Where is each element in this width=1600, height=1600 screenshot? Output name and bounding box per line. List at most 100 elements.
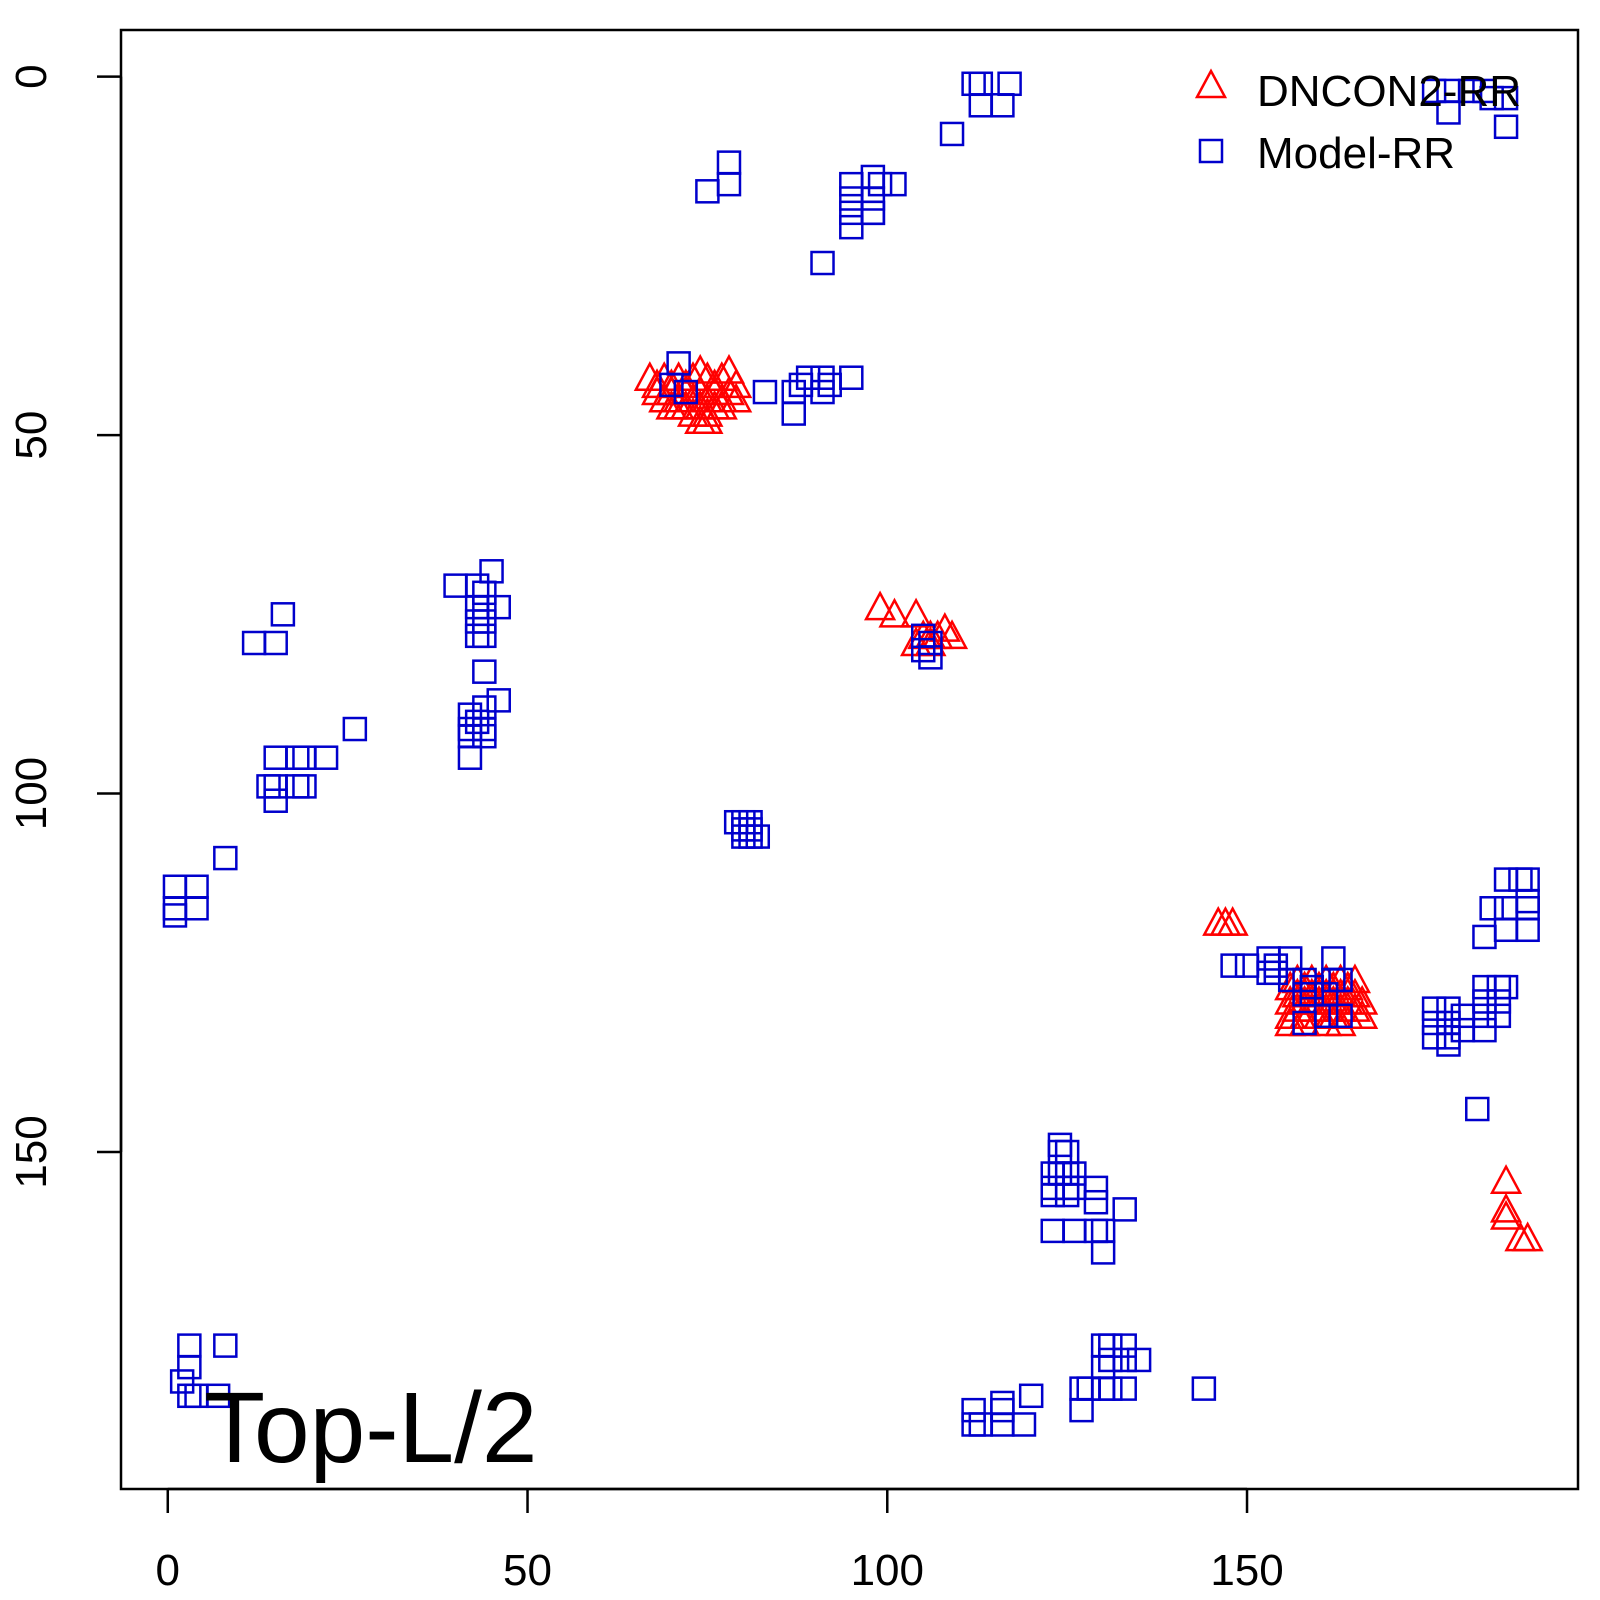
point-model-rr — [1493, 114, 1519, 140]
point-model-rr — [968, 71, 994, 97]
point-model-rr — [839, 214, 864, 240]
y-tick-label: 150 — [7, 1115, 56, 1188]
point-dncon2-rr — [1346, 999, 1379, 1030]
point-model-rr — [1328, 967, 1353, 993]
point-model-rr — [781, 401, 806, 426]
point-model-rr — [1421, 78, 1447, 104]
point-model-rr — [1090, 1354, 1116, 1380]
point-model-rr — [1486, 989, 1512, 1014]
point-model-rr — [1018, 1383, 1044, 1409]
point-model-rr — [788, 372, 814, 398]
point-model-rr — [1465, 1096, 1490, 1122]
point-model-rr — [213, 1333, 238, 1358]
point-model-rr — [1062, 1161, 1087, 1186]
point-model-rr — [1098, 1347, 1123, 1373]
point-model-rr — [285, 774, 310, 799]
point-model-rr — [472, 609, 497, 634]
point-model-rr — [810, 250, 835, 276]
point-model-rr — [1040, 1182, 1066, 1208]
point-model-rr — [1040, 1175, 1066, 1201]
point-model-rr — [1421, 996, 1447, 1021]
point-model-rr — [1054, 1139, 1080, 1165]
point-model-rr — [990, 1412, 1015, 1437]
point-model-rr — [1508, 867, 1533, 892]
point-model-rr — [1436, 100, 1461, 125]
legend-label-model-rr: Model-RR — [1257, 129, 1455, 178]
point-model-rr — [839, 186, 864, 211]
point-model-rr — [1054, 1175, 1080, 1201]
point-model-rr — [918, 630, 943, 656]
point-dncon2-rr — [1331, 970, 1364, 1001]
point-model-rr — [1450, 1017, 1476, 1043]
point-model-rr — [1062, 1218, 1087, 1244]
point-model-rr — [673, 379, 699, 405]
point-model-rr — [731, 817, 756, 842]
point-model-rr — [270, 602, 296, 627]
y-tick-label: 50 — [7, 411, 56, 460]
point-dncon2-rr — [1324, 1006, 1357, 1037]
point-dncon2-rr — [705, 389, 738, 420]
point-dncon2-rr — [899, 597, 933, 628]
point-dncon2-rr — [720, 368, 753, 399]
point-model-rr — [443, 573, 468, 598]
point-model-rr — [1090, 1376, 1116, 1401]
point-model-rr — [961, 1412, 986, 1437]
point-dncon2-rr — [691, 396, 724, 427]
point-dncon2-rr — [928, 612, 961, 642]
point-model-rr — [169, 1369, 195, 1394]
point-model-rr — [961, 71, 986, 97]
point-model-rr — [1421, 1025, 1447, 1050]
point-model-rr — [860, 200, 886, 226]
point-dncon2-rr — [1338, 963, 1372, 994]
point-model-rr — [1493, 917, 1519, 943]
point-model-rr — [810, 365, 835, 390]
point-model-rr — [918, 645, 943, 670]
point-dncon2-rr — [720, 382, 753, 413]
point-model-rr — [990, 1390, 1015, 1416]
point-model-rr — [1083, 1218, 1109, 1244]
y-tick-label: 0 — [7, 64, 56, 88]
point-model-rr — [990, 1397, 1015, 1423]
point-model-rr — [910, 637, 936, 663]
point-model-rr — [263, 745, 288, 770]
point-model-rr — [1083, 1175, 1109, 1201]
point-model-rr — [1040, 1161, 1066, 1186]
point-model-rr — [961, 1397, 986, 1423]
point-model-rr — [795, 365, 821, 390]
point-model-rr — [1436, 1010, 1461, 1036]
point-model-rr — [1069, 1397, 1094, 1423]
point-model-rr — [162, 874, 188, 900]
point-model-rr — [162, 896, 188, 921]
point-model-rr — [1069, 1376, 1094, 1401]
point-model-rr — [1112, 1333, 1137, 1358]
point-model-rr — [1054, 1161, 1080, 1186]
point-model-rr — [968, 1412, 994, 1437]
point-model-rr — [817, 372, 842, 398]
point-model-rr — [1040, 1218, 1066, 1244]
point-model-rr — [1486, 1003, 1512, 1029]
point-model-rr — [839, 200, 864, 226]
point-dncon2-rr — [1489, 1192, 1523, 1223]
point-model-rr — [1263, 960, 1289, 986]
legend-label-dncon2-rr: DNCON2-RR — [1257, 67, 1521, 116]
point-model-rr — [1493, 974, 1519, 1000]
point-model-rr — [731, 809, 756, 835]
point-model-rr — [1299, 982, 1325, 1007]
y-tick-label: 100 — [7, 757, 56, 830]
point-model-rr — [1112, 1376, 1137, 1401]
point-model-rr — [1076, 1376, 1101, 1401]
point-model-rr — [968, 93, 994, 118]
point-model-rr — [162, 903, 188, 928]
point-model-rr — [1191, 1376, 1217, 1401]
point-model-rr — [1515, 888, 1540, 914]
point-model-rr — [1421, 1010, 1447, 1036]
point-model-rr — [1054, 1182, 1080, 1208]
point-dncon2-rr — [1489, 1199, 1523, 1230]
point-model-rr — [1472, 974, 1497, 1000]
point-model-rr — [1436, 1025, 1461, 1050]
point-model-rr — [1493, 896, 1519, 921]
point-model-rr — [1328, 1003, 1353, 1029]
point-model-rr — [263, 774, 288, 799]
point-model-rr — [1112, 1197, 1137, 1222]
